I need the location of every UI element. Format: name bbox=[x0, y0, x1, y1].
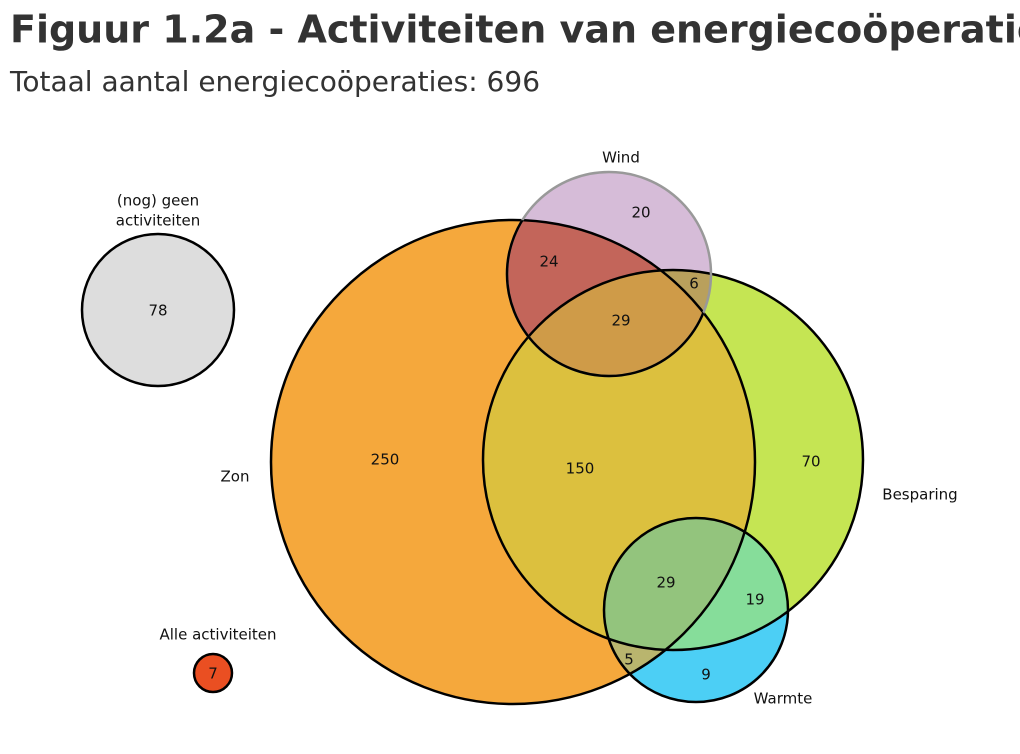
venn-fills bbox=[82, 172, 863, 704]
region-value: 7 bbox=[208, 665, 218, 683]
region-value: 20 bbox=[631, 204, 650, 222]
set-label: activiteiten bbox=[116, 212, 200, 230]
region-value: 19 bbox=[745, 591, 764, 609]
region-value: 250 bbox=[371, 451, 400, 469]
subtitle: Totaal aantal energiecoöperaties: 696 bbox=[9, 65, 540, 98]
set-label: Warmte bbox=[754, 690, 813, 708]
set-label: Zon bbox=[221, 468, 250, 486]
set-label: Besparing bbox=[882, 486, 957, 504]
set-label: Alle activiteiten bbox=[159, 626, 276, 644]
venn-outlines bbox=[80, 170, 865, 706]
region-value: 78 bbox=[148, 302, 167, 320]
set-label: (nog) geen bbox=[117, 192, 199, 210]
region-value: 29 bbox=[611, 312, 630, 330]
region-value: 150 bbox=[566, 460, 595, 478]
region-value: 5 bbox=[624, 651, 634, 669]
region-value: 9 bbox=[701, 666, 711, 684]
set-label: Wind bbox=[602, 149, 640, 167]
region-value: 24 bbox=[539, 253, 558, 271]
title: Figuur 1.2a - Activiteiten van energieco… bbox=[10, 8, 1020, 52]
region-value: 29 bbox=[656, 574, 675, 592]
region-value: 6 bbox=[689, 275, 699, 293]
region-value: 70 bbox=[801, 453, 820, 471]
